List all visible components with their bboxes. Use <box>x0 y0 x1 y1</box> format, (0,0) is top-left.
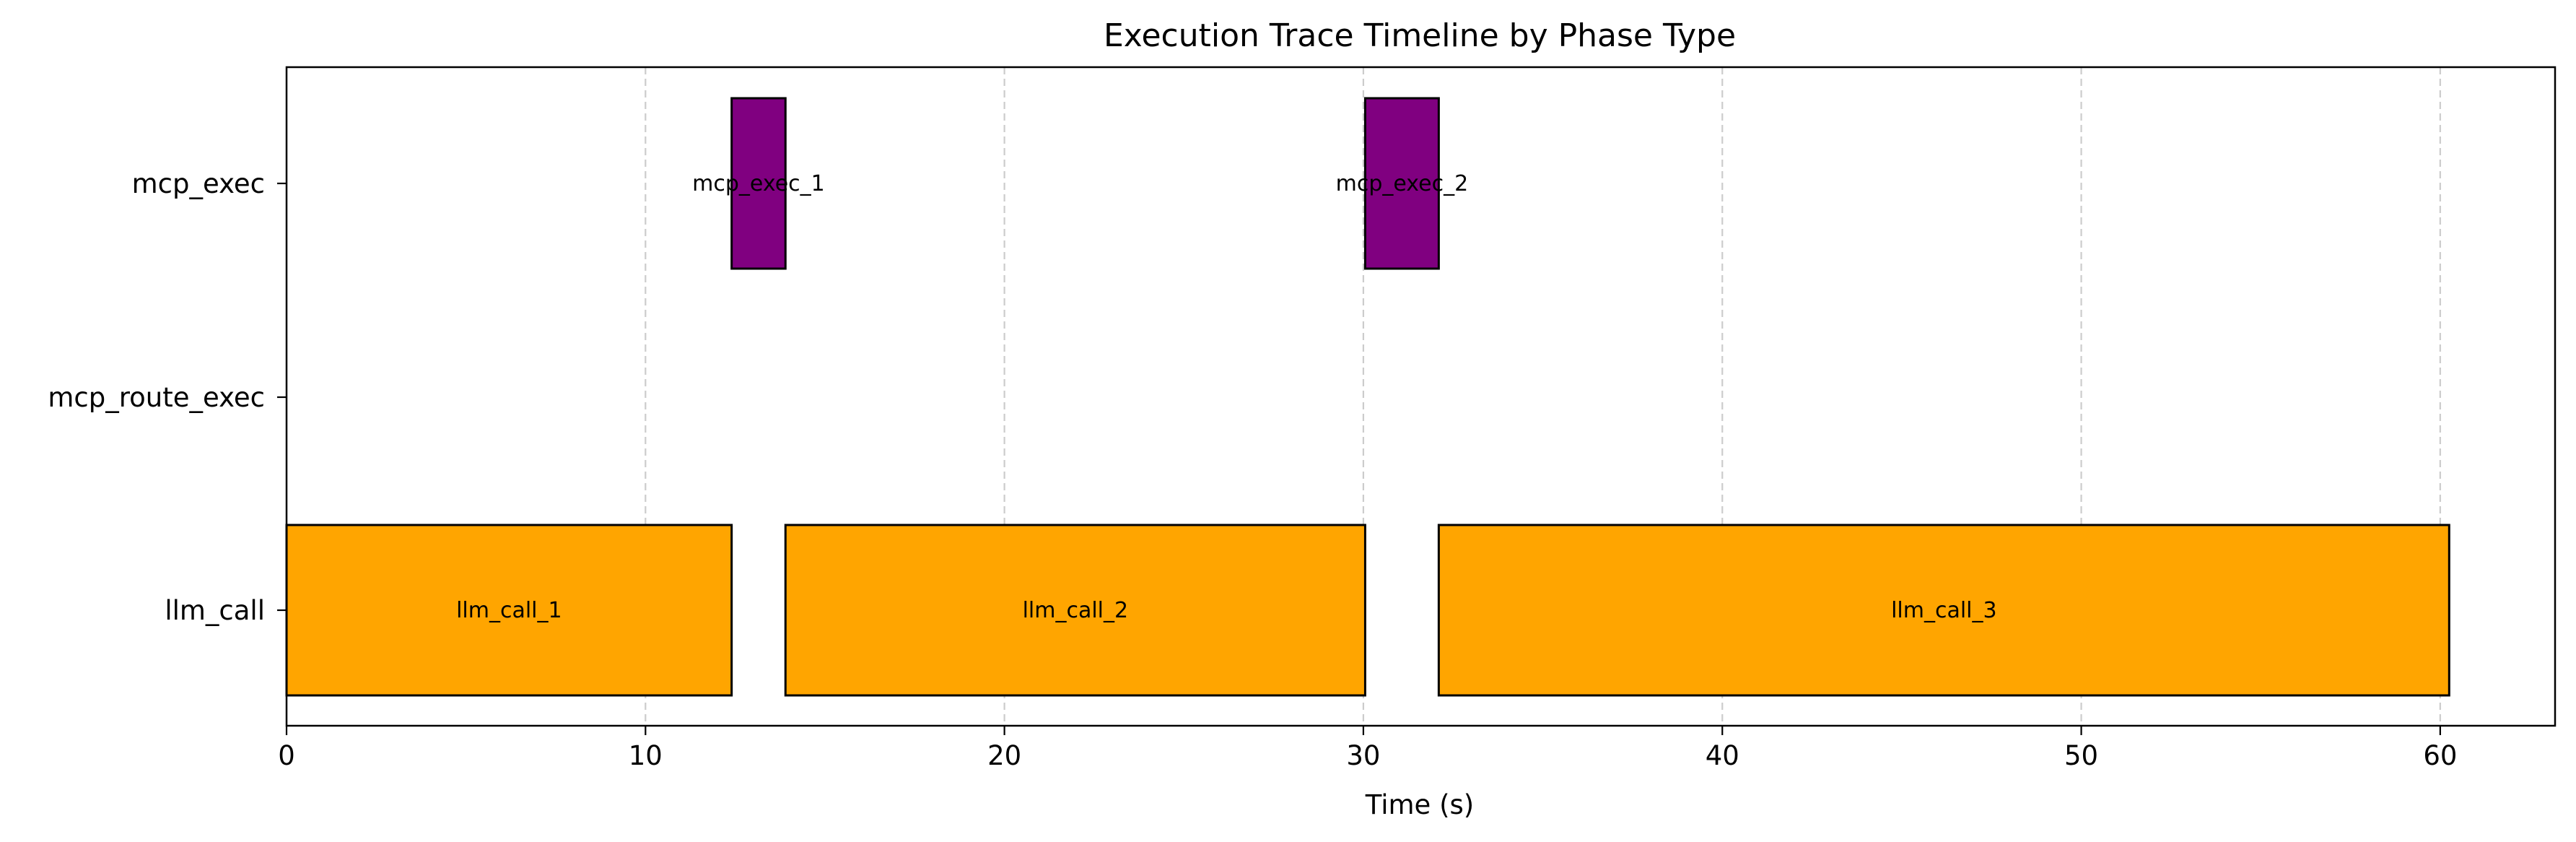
x-tick-label: 60 <box>2423 740 2457 771</box>
x-tick-label: 50 <box>2064 740 2098 771</box>
bar-label: llm_call_2 <box>1023 598 1129 623</box>
x-tick-label: 30 <box>1346 740 1380 771</box>
bars-group: llm_call_1 mcp_exec_1 llm_call_2 mcp_exec_2… <box>285 97 2450 697</box>
timeline-bar <box>784 524 1366 697</box>
bar-label: mcp_exec_1 <box>692 171 825 196</box>
x-tick-label: 10 <box>629 740 663 771</box>
y-axis-ticks: mcp_exec mcp_route_exec llm_call <box>48 168 287 626</box>
bar-label: llm_call_3 <box>1891 598 1997 623</box>
timeline-bar <box>285 524 733 697</box>
timeline-bar <box>730 97 787 270</box>
y-tick-label: llm_call <box>165 595 265 626</box>
x-axis-label: Time (s) <box>1365 789 1474 820</box>
chart-title: Execution Trace Timeline by Phase Type <box>1104 17 1736 54</box>
bar-label: llm_call_1 <box>456 598 562 623</box>
x-tick-label: 0 <box>278 740 295 771</box>
x-tick-label: 20 <box>987 740 1021 771</box>
bar-label: mcp_exec_2 <box>1336 171 1469 196</box>
timeline-bar <box>1363 97 1440 270</box>
x-axis-ticks: 0 10 20 30 40 50 60 <box>278 726 2457 771</box>
timeline-bar <box>1437 524 2450 697</box>
y-tick-label: mcp_route_exec <box>48 382 265 413</box>
y-tick-label: mcp_exec <box>132 168 265 199</box>
x-tick-label: 40 <box>1706 740 1739 771</box>
